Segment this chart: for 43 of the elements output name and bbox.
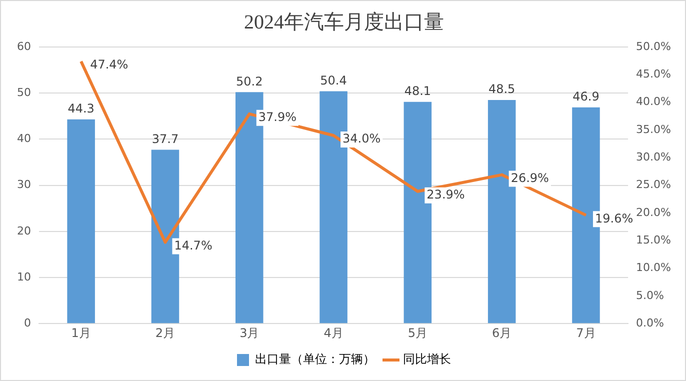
x-tick-label: 4月 — [324, 326, 344, 340]
y2-tick-label: 40.0% — [636, 95, 672, 108]
y2-tick-label: 0.0% — [636, 316, 664, 330]
y2-tick-label: 30.0% — [636, 150, 672, 164]
y2-tick-label: 20.0% — [636, 206, 672, 219]
data-label: 37.7 — [152, 132, 179, 146]
y-tick-label: 20 — [16, 224, 31, 238]
legend-label: 同比增长 — [403, 352, 451, 366]
x-tick-label: 2月 — [155, 326, 176, 340]
data-label: 46.9 — [572, 90, 600, 104]
y-tick-label: 40 — [16, 132, 31, 146]
chart-title: 2024年汽车月度出口量 — [244, 11, 444, 34]
y2-tick-label: 25.0% — [636, 178, 672, 192]
data-label: 48.1 — [404, 84, 432, 98]
data-label: 37.9% — [258, 110, 296, 124]
data-label: 48.5 — [488, 82, 516, 96]
data-label: 19.6% — [594, 211, 634, 226]
y2-tick-label: 45.0% — [636, 68, 672, 81]
x-tick-label: 7月 — [576, 326, 596, 340]
x-tick-label: 1月 — [71, 326, 91, 340]
data-label: 14.7% — [174, 238, 212, 252]
x-tick-label: 6月 — [492, 326, 512, 340]
data-label: 34.0% — [342, 132, 381, 146]
data-label: 50.2 — [236, 74, 263, 88]
x-tick-label: 5月 — [408, 326, 428, 340]
y2-tick-label: 10.0% — [636, 261, 672, 274]
y-tick-label: 0 — [24, 316, 31, 330]
bar — [67, 119, 95, 324]
y-tick-label: 60 — [16, 40, 31, 53]
y2-tick-label: 50.0% — [636, 40, 672, 53]
data-label: 47.4% — [90, 58, 128, 72]
y-tick-label: 10 — [16, 270, 31, 284]
legend-label: 出口量（单位：万辆） — [255, 352, 375, 366]
y-tick-label: 30 — [16, 178, 31, 192]
data-label: 44.3 — [68, 102, 94, 116]
data-label: 50.4 — [320, 73, 347, 88]
x-tick-label: 3月 — [240, 326, 260, 340]
y2-tick-label: 35.0% — [636, 122, 672, 136]
data-label: 26.9% — [510, 170, 549, 185]
y2-tick-label: 15.0% — [636, 233, 672, 246]
y2-tick-label: 5.0% — [636, 288, 664, 302]
y-tick-label: 50 — [16, 86, 31, 99]
data-label: 23.9% — [426, 188, 465, 202]
